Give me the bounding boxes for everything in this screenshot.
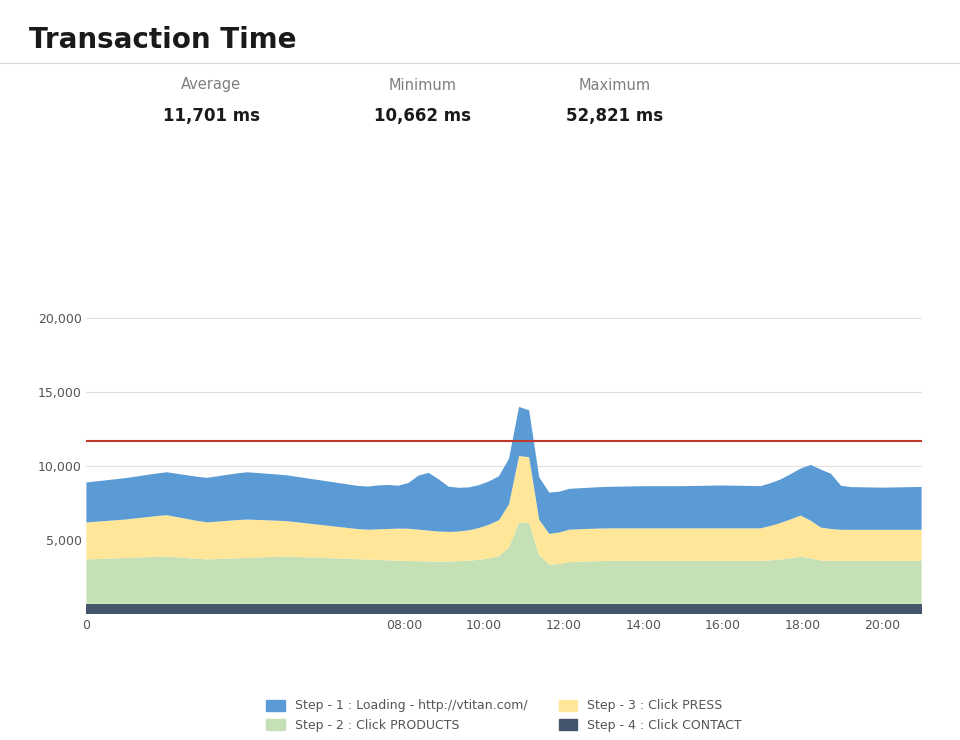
Text: Maximum: Maximum — [578, 78, 651, 92]
Text: 11,701 ms: 11,701 ms — [162, 107, 260, 125]
Legend: Step - 1 : Loading - http://vtitan.com/, Step - 2 : Click PRODUCTS, Step - 3 : C: Step - 1 : Loading - http://vtitan.com/,… — [261, 694, 747, 737]
Text: Minimum: Minimum — [389, 78, 456, 92]
Text: Average: Average — [181, 78, 241, 92]
Text: Transaction Time: Transaction Time — [29, 26, 297, 54]
Text: 10,662 ms: 10,662 ms — [373, 107, 471, 125]
Text: 52,821 ms: 52,821 ms — [565, 107, 663, 125]
